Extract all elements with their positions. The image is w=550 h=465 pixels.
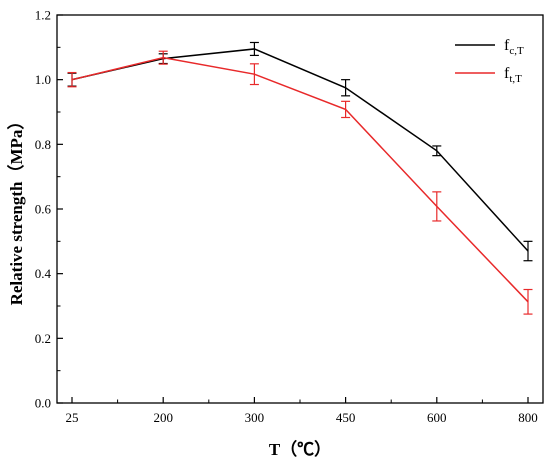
error-bar	[249, 41, 259, 57]
x-axis: 25 200 300 450 600 800	[66, 397, 538, 425]
x-tick-label: 25	[66, 410, 79, 425]
legend-item: ft,T	[455, 65, 522, 85]
x-axis-title: T（℃）	[269, 439, 331, 459]
x-tick-label: 450	[336, 410, 356, 425]
y-tick-label: 0.2	[35, 331, 51, 346]
y-axis: 0.0 0.2 0.4 0.6 0.8 1.0 1.2	[35, 8, 63, 411]
y-tick-label: 1.2	[35, 8, 51, 23]
series-line	[71, 48, 529, 252]
x-tick-label: 800	[518, 410, 538, 425]
error-bar	[432, 191, 442, 222]
x-tick-label: 600	[427, 410, 447, 425]
error-bar	[67, 71, 77, 88]
plot-marks	[67, 41, 533, 315]
series-tt	[67, 50, 533, 315]
x-tick-label: 300	[245, 410, 265, 425]
series-ct	[67, 41, 533, 262]
y-tick-label: 0.0	[35, 396, 51, 411]
error-bar	[158, 50, 168, 65]
legend-item: fc,T	[455, 37, 524, 57]
legend: fc,T ft,T	[455, 37, 524, 85]
legend-label: ft,T	[504, 65, 522, 85]
x-tick-label: 200	[153, 410, 173, 425]
y-tick-label: 1.0	[35, 72, 51, 87]
error-bar	[432, 145, 442, 157]
y-axis-title: Relative strength（MPa）	[6, 113, 26, 306]
error-bar	[341, 100, 351, 119]
y-tick-label: 0.6	[35, 202, 52, 217]
y-tick-label: 0.4	[35, 266, 52, 281]
error-bar	[523, 288, 533, 315]
legend-label: fc,T	[504, 37, 524, 57]
series-line	[71, 56, 529, 303]
error-bar	[523, 240, 533, 262]
y-tick-label: 0.8	[35, 137, 51, 152]
error-bar	[249, 63, 259, 86]
error-bar	[341, 79, 351, 97]
